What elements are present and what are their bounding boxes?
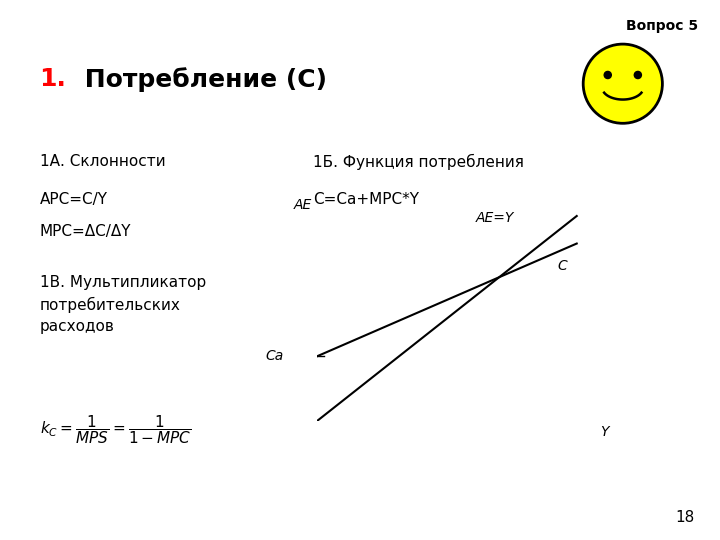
Text: 1.: 1. [40,68,66,91]
Text: Y: Y [600,425,608,439]
Text: AE=Y: AE=Y [475,211,514,225]
Text: 1А. Склонности: 1А. Склонности [40,154,165,169]
Ellipse shape [583,44,662,123]
Text: 18: 18 [675,510,695,525]
Text: C=Ca+MPC*Y: C=Ca+MPC*Y [313,192,419,207]
Text: AE: AE [294,198,312,212]
Text: Потребление (С): Потребление (С) [76,68,327,92]
Text: MPC=ΔC/ΔY: MPC=ΔC/ΔY [40,224,131,239]
Ellipse shape [634,71,642,78]
Text: APC=C/Y: APC=C/Y [40,192,107,207]
Text: $k_C = \dfrac{1}{MPS} = \dfrac{1}{1 - MPC}$: $k_C = \dfrac{1}{MPS} = \dfrac{1}{1 - MP… [40,413,191,446]
Text: Вопрос 5: Вопрос 5 [626,19,698,33]
Ellipse shape [604,71,611,78]
Text: 1Б. Функция потребления: 1Б. Функция потребления [313,154,524,170]
Text: C: C [557,259,567,273]
Text: 1В. Мультипликатор
потребительских
расходов: 1В. Мультипликатор потребительских расхо… [40,275,206,334]
Text: Ca: Ca [266,349,284,363]
